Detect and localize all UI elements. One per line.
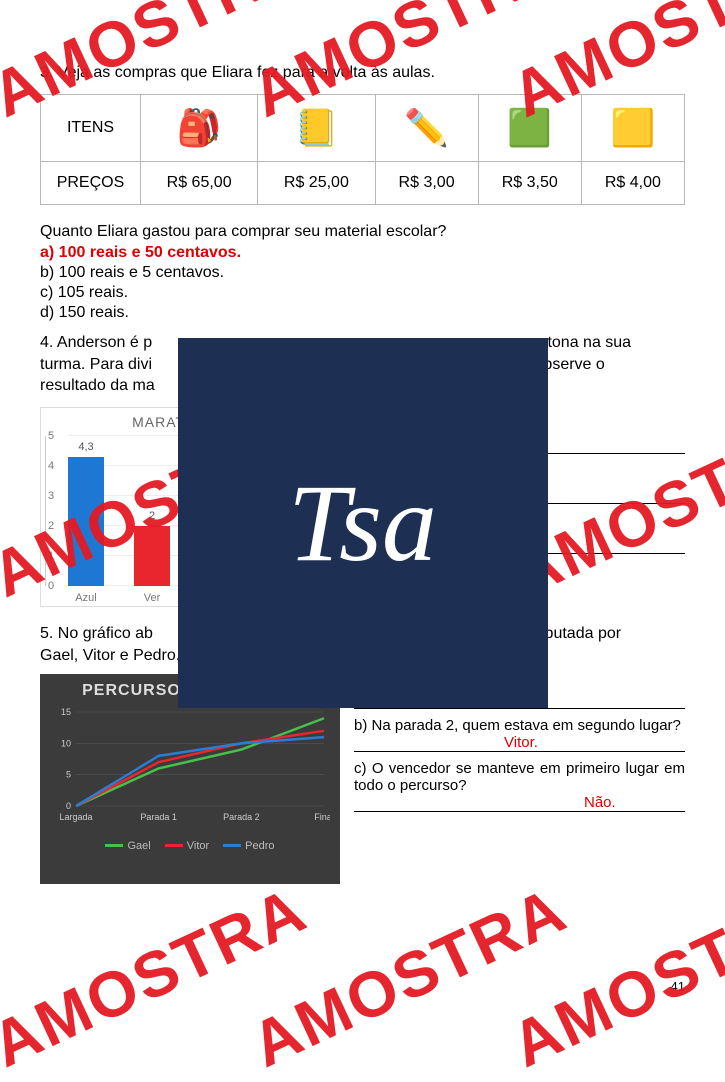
item-icon-lapis: ✏️ <box>375 94 478 161</box>
svg-text:Final: Final <box>314 812 330 822</box>
q3-opt-d: d) 150 reais. <box>40 304 685 322</box>
q3-subprompt: Quanto Eliara gastou para comprar seu ma… <box>40 221 685 243</box>
q3-prompt: 3. Veja as compras que Eliara fez para a… <box>40 62 685 84</box>
price-4: R$ 4,00 <box>581 161 684 204</box>
q5-c-answer: Não. <box>584 794 616 811</box>
chart2-svg: 0 5 10 15 Largada Parada 1 Parada 2 Final <box>50 701 330 831</box>
q3-opt-c: c) 105 reais. <box>40 284 685 302</box>
watermark: AMOSTRA <box>240 872 577 1082</box>
chart2-legend: GaelVitorPedro <box>50 840 330 852</box>
item-icon-apontador: 🟩 <box>478 94 581 161</box>
items-table: ITENS 🎒 📒 ✏️ 🟩 🟨 PREÇOS R$ 65,00 R$ 25,0… <box>40 94 685 205</box>
price-2: R$ 3,00 <box>375 161 478 204</box>
q4-text: resultado da ma <box>40 377 155 394</box>
item-icon-mochila: 🎒 <box>141 94 258 161</box>
svg-text:15: 15 <box>61 707 71 717</box>
q3-opt-a: a) 100 reais e 50 centavos. <box>40 244 685 262</box>
center-logo: Tsa <box>178 338 548 708</box>
svg-text:Parada 1: Parada 1 <box>140 812 177 822</box>
q5-b-answer: Vitor. <box>504 734 538 751</box>
row-precos-label: PREÇOS <box>41 161 141 204</box>
svg-text:5: 5 <box>66 769 71 779</box>
q3-opt-b: b) 100 reais e 5 centavos. <box>40 264 685 282</box>
item-icon-caderno: 📒 <box>258 94 375 161</box>
svg-text:10: 10 <box>61 738 71 748</box>
page-number: 41 <box>671 979 685 994</box>
item-icon-borracha: 🟨 <box>581 94 684 161</box>
logo-text: Tsa <box>288 479 437 567</box>
q5-text: 5. No gráfico ab <box>40 625 153 642</box>
q5-b-question: b) Na parada 2, quem estava em segundo l… <box>354 717 685 734</box>
svg-text:Parada 2: Parada 2 <box>223 812 260 822</box>
watermark: AMOSTRA <box>0 872 317 1082</box>
price-0: R$ 65,00 <box>141 161 258 204</box>
q5-c-question: c) O vencedor se manteve em primeiro lug… <box>354 760 685 794</box>
q4-text: turma. Para divi <box>40 356 152 373</box>
svg-text:0: 0 <box>66 801 71 811</box>
row-itens-label: ITENS <box>41 94 141 161</box>
q4-text: 4. Anderson é p <box>40 334 152 351</box>
svg-text:Largada: Largada <box>59 812 92 822</box>
watermark: AMOSTRA <box>500 872 725 1082</box>
price-1: R$ 25,00 <box>258 161 375 204</box>
price-3: R$ 3,50 <box>478 161 581 204</box>
